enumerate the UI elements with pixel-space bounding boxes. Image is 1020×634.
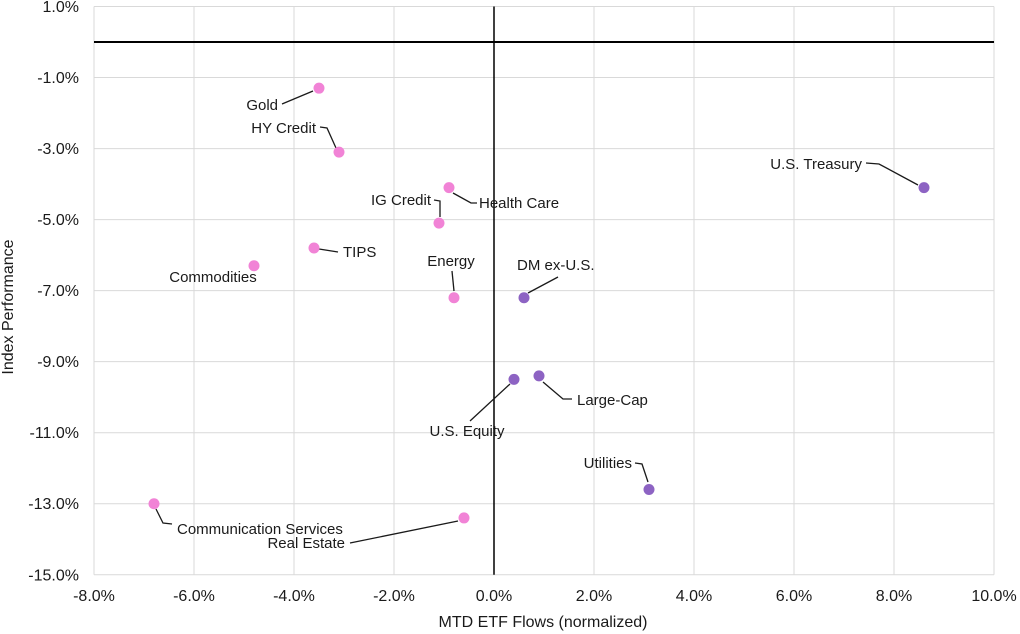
data-point-health-care	[443, 182, 455, 194]
point-label-u-s-treasury: U.S. Treasury	[770, 156, 862, 173]
point-label-commodities: Commodities	[169, 269, 257, 286]
x-tick-label: 2.0%	[576, 588, 612, 605]
data-point-commodities	[248, 260, 260, 272]
leader-line-communication-services	[155, 508, 173, 525]
leader-line-health-care	[452, 192, 477, 204]
data-point-energy	[448, 292, 460, 304]
leader-line-u-s-equity	[469, 383, 511, 422]
point-label-dm-ex-u-s: DM ex-U.S.	[517, 257, 595, 274]
y-tick-label: -5.0%	[37, 212, 79, 229]
data-point-hy-credit	[333, 146, 345, 158]
y-tick-label: -9.0%	[37, 354, 79, 371]
x-tick-label: -4.0%	[273, 588, 315, 605]
x-tick-label: 8.0%	[876, 588, 912, 605]
y-tick-label: -13.0%	[28, 496, 79, 513]
y-tick-label: -15.0%	[28, 567, 79, 584]
point-label-utilities: Utilities	[584, 455, 632, 472]
x-tick-label: 10.0%	[971, 588, 1016, 605]
data-point-tips	[308, 242, 320, 254]
y-tick-label: -3.0%	[37, 141, 79, 158]
leader-line-tips	[318, 248, 339, 253]
data-point-u-s-treasury	[918, 182, 930, 194]
data-point-ig-credit	[433, 217, 445, 229]
point-label-health-care: Health Care	[479, 195, 559, 212]
x-tick-label: 6.0%	[776, 588, 812, 605]
leader-line-utilities	[634, 462, 649, 483]
leader-line-hy-credit	[319, 126, 337, 149]
point-label-energy: Energy	[427, 253, 475, 270]
data-point-large-cap	[533, 370, 545, 382]
point-label-u-s-equity: U.S. Equity	[429, 423, 505, 440]
data-point-gold	[313, 82, 325, 94]
point-label-ig-credit: IG Credit	[371, 192, 432, 209]
data-point-utilities	[643, 484, 655, 496]
point-label-communication-services: Communication Services	[177, 521, 343, 538]
y-tick-label: -11.0%	[29, 425, 79, 442]
y-tick-label: 1.0%	[43, 0, 79, 16]
leader-line-ig-credit	[433, 199, 441, 217]
data-point-real-estate	[458, 512, 470, 524]
point-label-real-estate: Real Estate	[267, 535, 345, 552]
data-point-dm-ex-u-s	[518, 292, 530, 304]
leader-line-energy	[451, 270, 455, 292]
x-tick-label: 4.0%	[676, 588, 712, 605]
point-label-gold: Gold	[246, 97, 278, 114]
x-axis-title: MTD ETF Flows (normalized)	[439, 614, 648, 631]
leader-line-dm-ex-u-s	[527, 276, 559, 294]
point-label-hy-credit: HY Credit	[251, 120, 317, 137]
y-tick-label: -1.0%	[37, 70, 79, 87]
x-tick-label: -8.0%	[73, 588, 115, 605]
x-tick-label: 0.0%	[476, 588, 512, 605]
leader-line-gold	[281, 90, 314, 105]
leader-line-real-estate	[349, 520, 459, 544]
point-label-tips: TIPS	[343, 244, 376, 261]
data-point-u-s-equity	[508, 373, 520, 385]
x-tick-label: -6.0%	[173, 588, 215, 605]
leader-line-large-cap	[542, 381, 572, 400]
leader-line-u-s-treasury	[865, 162, 919, 186]
y-axis-title: Index Performance	[0, 239, 17, 374]
point-label-large-cap: Large-Cap	[577, 392, 648, 409]
data-point-communication-services	[148, 498, 160, 510]
x-tick-label: -2.0%	[373, 588, 415, 605]
y-tick-label: -7.0%	[37, 283, 79, 300]
